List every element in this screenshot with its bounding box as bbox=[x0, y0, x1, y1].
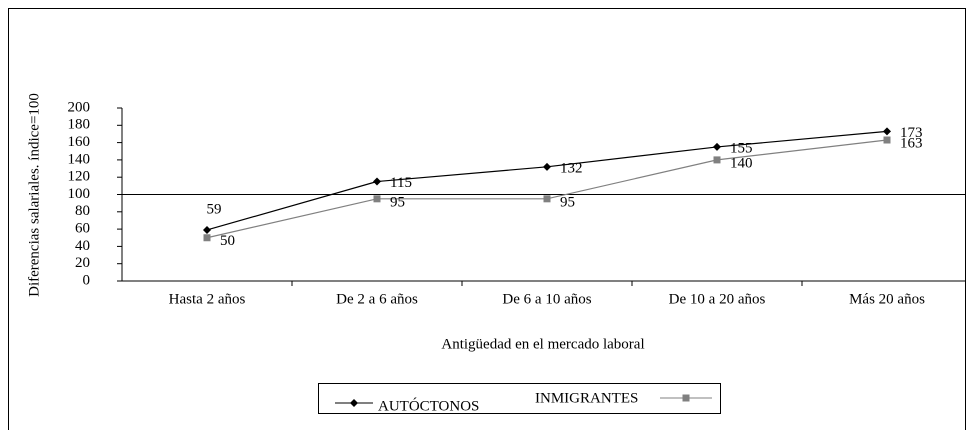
y-tick-label: 0 bbox=[83, 272, 91, 288]
marker bbox=[682, 394, 690, 402]
y-tick-label: 160 bbox=[68, 134, 91, 150]
marker bbox=[543, 162, 551, 171]
y-tick-label: 180 bbox=[68, 117, 91, 133]
y-axis-title: Diferencias salariales. índice=100 bbox=[26, 93, 42, 297]
legend-label: INMIGRANTES bbox=[535, 390, 638, 406]
y-tick-label: 60 bbox=[75, 221, 90, 237]
marker bbox=[203, 225, 211, 234]
y-tick-label: 120 bbox=[68, 169, 91, 185]
legend-label: AUTÓCTONOS bbox=[378, 397, 479, 414]
marker bbox=[713, 156, 721, 164]
x-tick-label: De 2 a 6 años bbox=[336, 291, 418, 307]
marker bbox=[373, 177, 381, 186]
x-tick-label: Más 20 años bbox=[849, 291, 925, 307]
marker bbox=[713, 142, 721, 151]
marker bbox=[350, 399, 358, 407]
y-tick-label: 100 bbox=[68, 186, 91, 202]
y-tick-label: 80 bbox=[75, 203, 90, 219]
marker bbox=[883, 127, 891, 136]
marker bbox=[883, 136, 891, 144]
y-tick-label: 20 bbox=[75, 255, 90, 271]
x-tick-label: De 6 a 10 años bbox=[502, 291, 591, 307]
y-tick-label: 200 bbox=[68, 99, 91, 115]
y-tick-label: 140 bbox=[68, 151, 91, 167]
data-label: 59 bbox=[207, 201, 222, 217]
series-line bbox=[206, 130, 888, 231]
data-label: 140 bbox=[730, 155, 753, 171]
marker bbox=[203, 234, 211, 242]
x-axis-title: Antigüedad en el mercado laboral bbox=[441, 336, 644, 352]
marker bbox=[543, 195, 551, 203]
data-label: 132 bbox=[560, 160, 583, 176]
y-tick-label: 40 bbox=[75, 238, 90, 254]
frame bbox=[8, 8, 966, 430]
data-label: 50 bbox=[220, 233, 235, 249]
data-label: 163 bbox=[900, 135, 923, 151]
legend bbox=[318, 383, 721, 414]
data-label: 115 bbox=[390, 175, 412, 191]
x-tick-label: Hasta 2 años bbox=[169, 291, 246, 307]
x-tick-label: De 10 a 20 años bbox=[669, 291, 766, 307]
marker bbox=[373, 195, 381, 203]
series-line bbox=[206, 139, 888, 239]
data-label: 95 bbox=[390, 194, 405, 210]
data-label: 155 bbox=[730, 140, 753, 156]
data-label: 95 bbox=[560, 194, 575, 210]
data-label: 173 bbox=[900, 125, 923, 141]
